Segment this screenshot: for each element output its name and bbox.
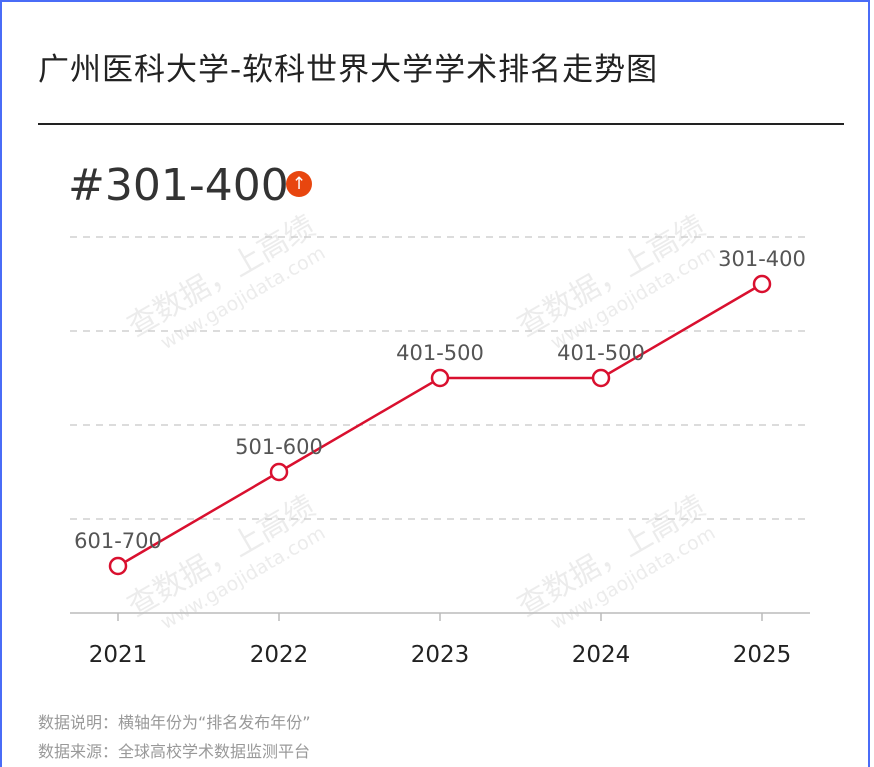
data-point — [752, 274, 772, 294]
data-label: 401-500 — [557, 341, 645, 365]
data-description: 数据说明：横轴年份为“排名发布年份” — [38, 713, 311, 732]
chart-notes: 数据说明：横轴年份为“排名发布年份” 数据来源：全球高校学术数据监测平台 — [38, 708, 311, 766]
data-point — [591, 368, 611, 388]
data-label: 401-500 — [396, 341, 484, 365]
x-tick-label: 2023 — [411, 642, 470, 668]
chart-title: 广州医科大学-软科世界大学学术排名走势图 — [38, 52, 659, 88]
data-label: 601-700 — [74, 529, 162, 553]
x-tick-label: 2024 — [572, 642, 631, 668]
data-label: 501-600 — [235, 435, 323, 459]
title-divider — [38, 123, 844, 125]
data-label: 301-400 — [718, 247, 806, 271]
x-tick-label: 2022 — [250, 642, 309, 668]
data-source: 数据来源：全球高校学术数据监测平台 — [38, 742, 311, 761]
data-point — [108, 556, 128, 576]
current-rank: #301-400 — [68, 160, 289, 211]
x-tick-label: 2021 — [89, 642, 148, 668]
x-tick-label: 2025 — [733, 642, 792, 668]
arrow-up-icon: ↑ — [286, 171, 312, 197]
data-point — [430, 368, 450, 388]
data-point — [269, 462, 289, 482]
